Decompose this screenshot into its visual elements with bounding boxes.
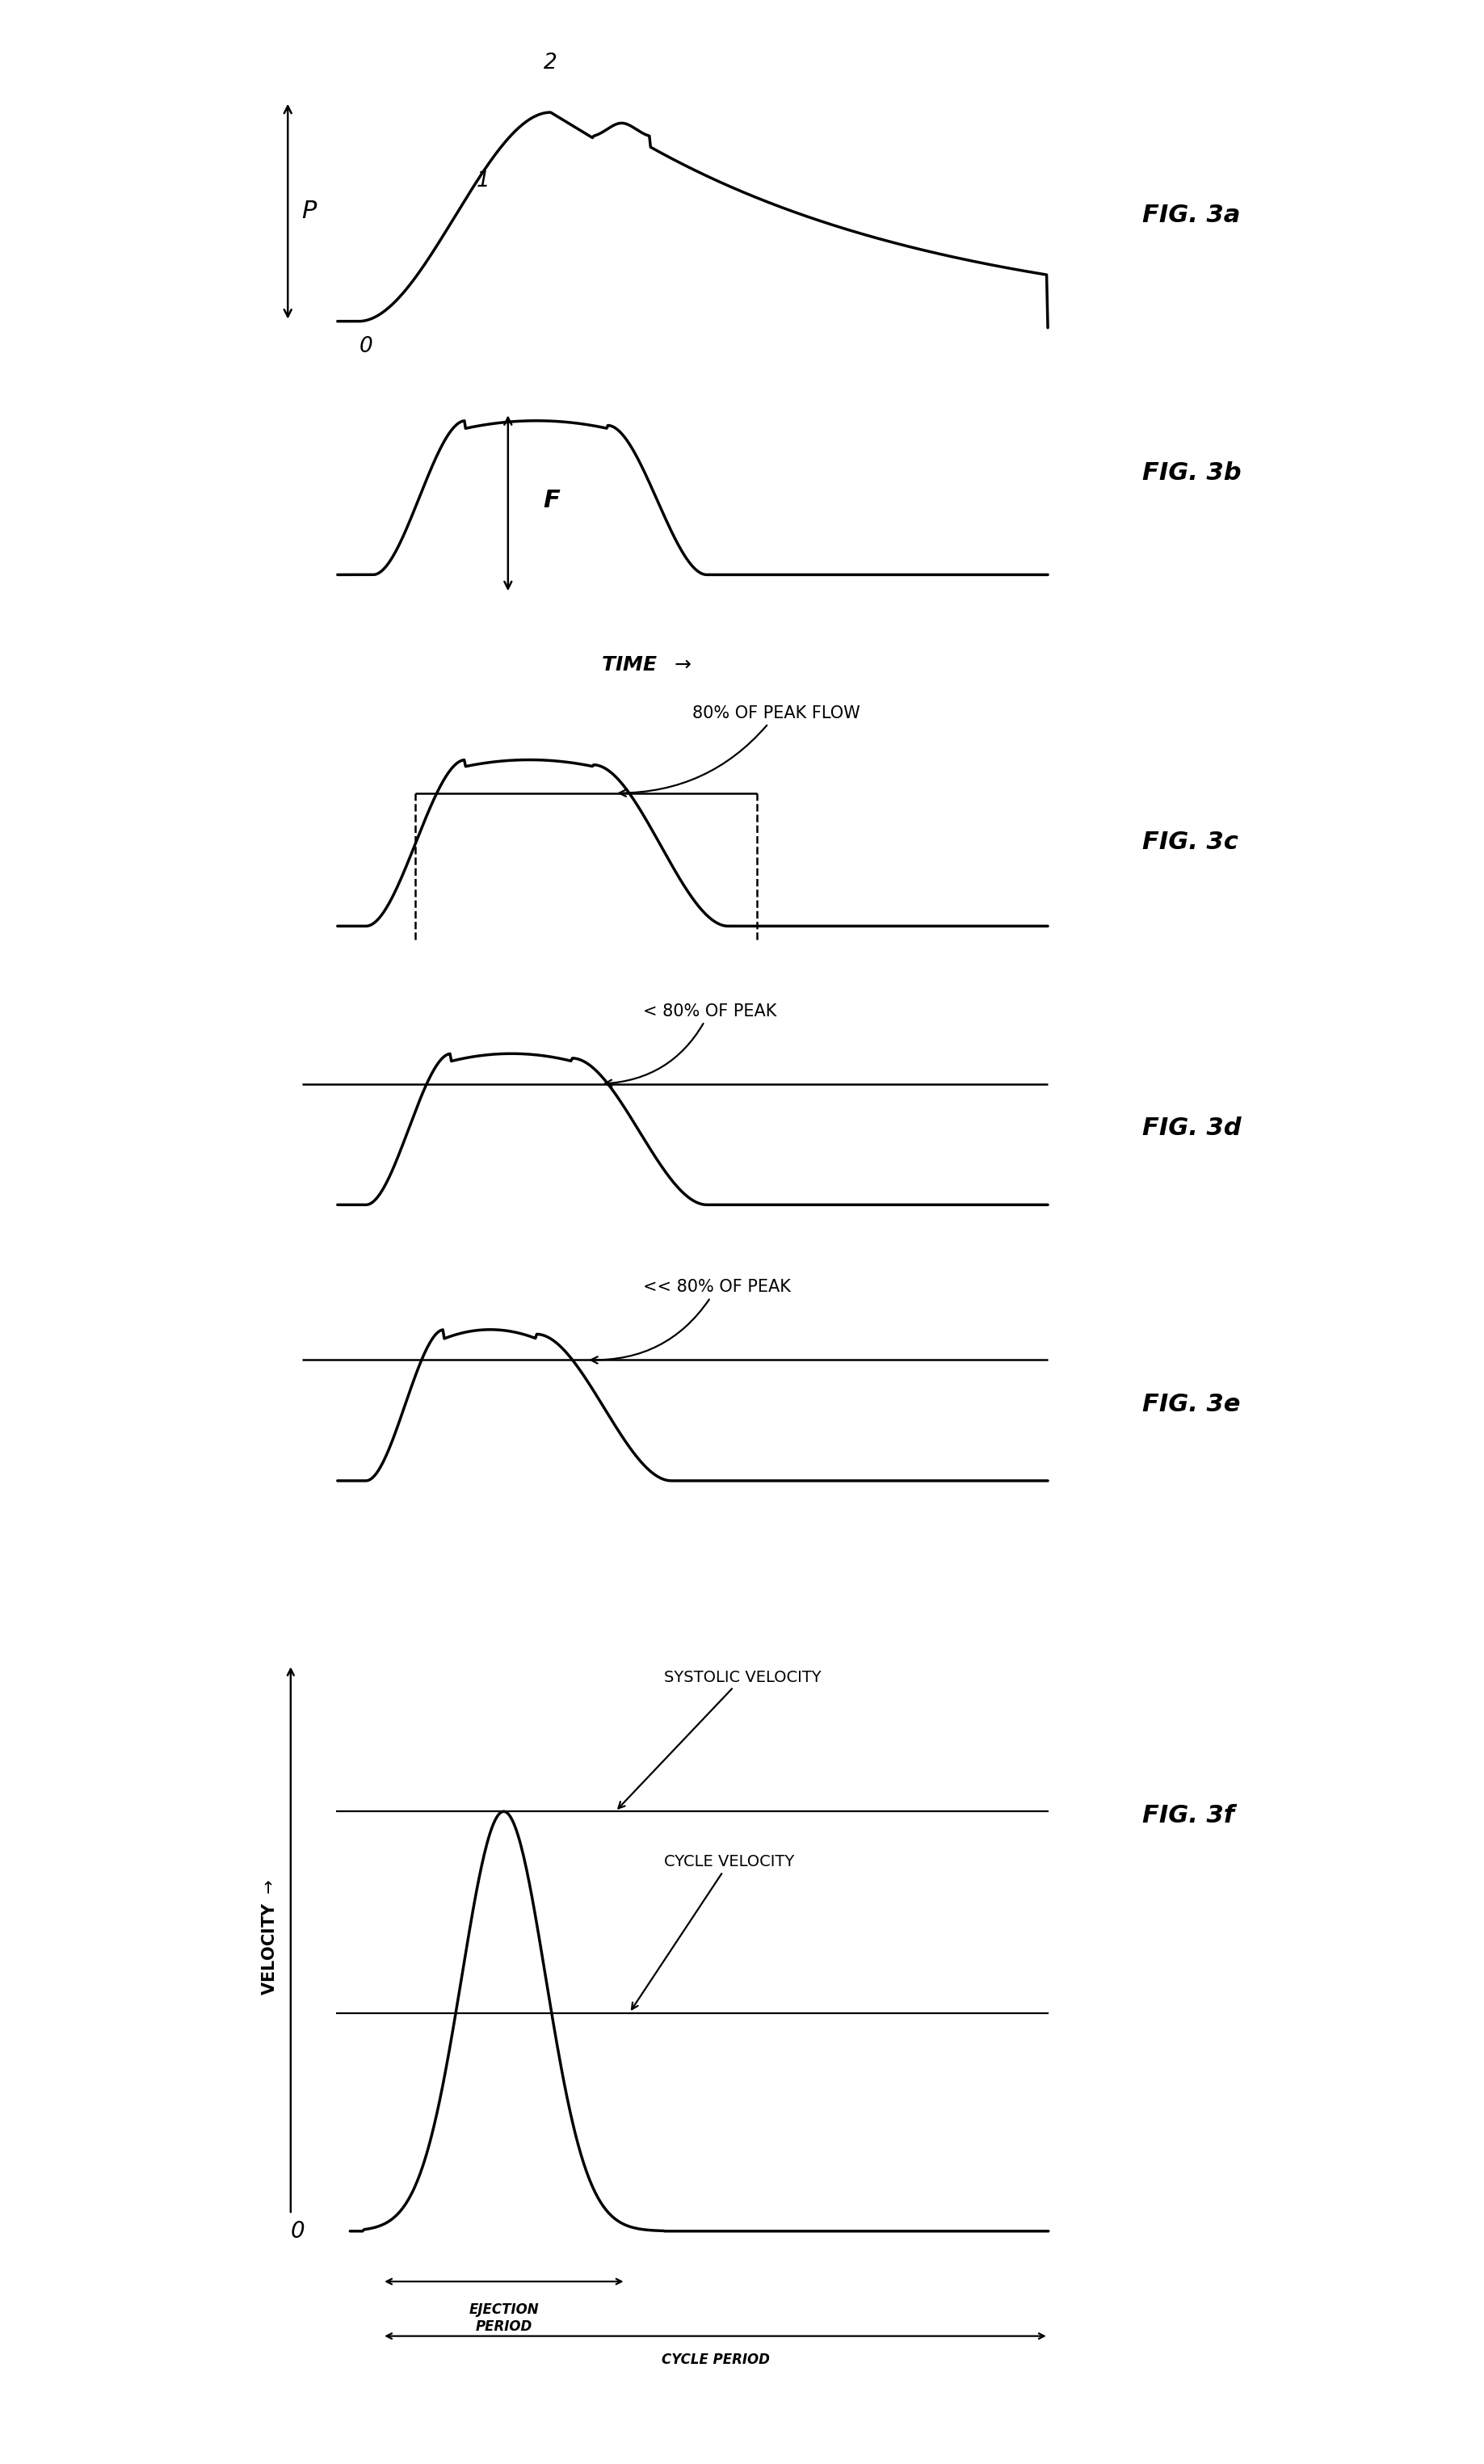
Text: FIG. 3d: FIG. 3d (1143, 1116, 1242, 1141)
Text: 0: 0 (291, 2220, 304, 2242)
Text: 1: 1 (476, 170, 490, 192)
Text: < 80% OF PEAK: < 80% OF PEAK (605, 1003, 776, 1087)
Text: FIG. 3a: FIG. 3a (1143, 205, 1241, 227)
Text: F: F (543, 488, 561, 513)
Text: 0: 0 (359, 338, 372, 357)
Text: 80% OF PEAK FLOW: 80% OF PEAK FLOW (619, 705, 861, 796)
Text: FIG. 3f: FIG. 3f (1143, 1804, 1235, 1828)
Text: FIG. 3c: FIG. 3c (1143, 830, 1239, 855)
Text: VELOCITY $\rightarrow$: VELOCITY $\rightarrow$ (261, 1880, 278, 1996)
Text: EJECTION
PERIOD: EJECTION PERIOD (469, 2301, 539, 2333)
Text: CYCLE VELOCITY: CYCLE VELOCITY (632, 1853, 794, 2008)
Text: 2: 2 (543, 52, 558, 74)
Text: TIME  $\rightarrow$: TIME $\rightarrow$ (601, 655, 692, 675)
Text: SYSTOLIC VELOCITY: SYSTOLIC VELOCITY (619, 1671, 822, 1809)
Text: FIG. 3e: FIG. 3e (1143, 1392, 1241, 1417)
Text: FIG. 3b: FIG. 3b (1143, 461, 1242, 485)
Text: CYCLE PERIOD: CYCLE PERIOD (662, 2353, 769, 2368)
Text: << 80% OF PEAK: << 80% OF PEAK (591, 1279, 791, 1363)
Text: P: P (301, 200, 316, 224)
